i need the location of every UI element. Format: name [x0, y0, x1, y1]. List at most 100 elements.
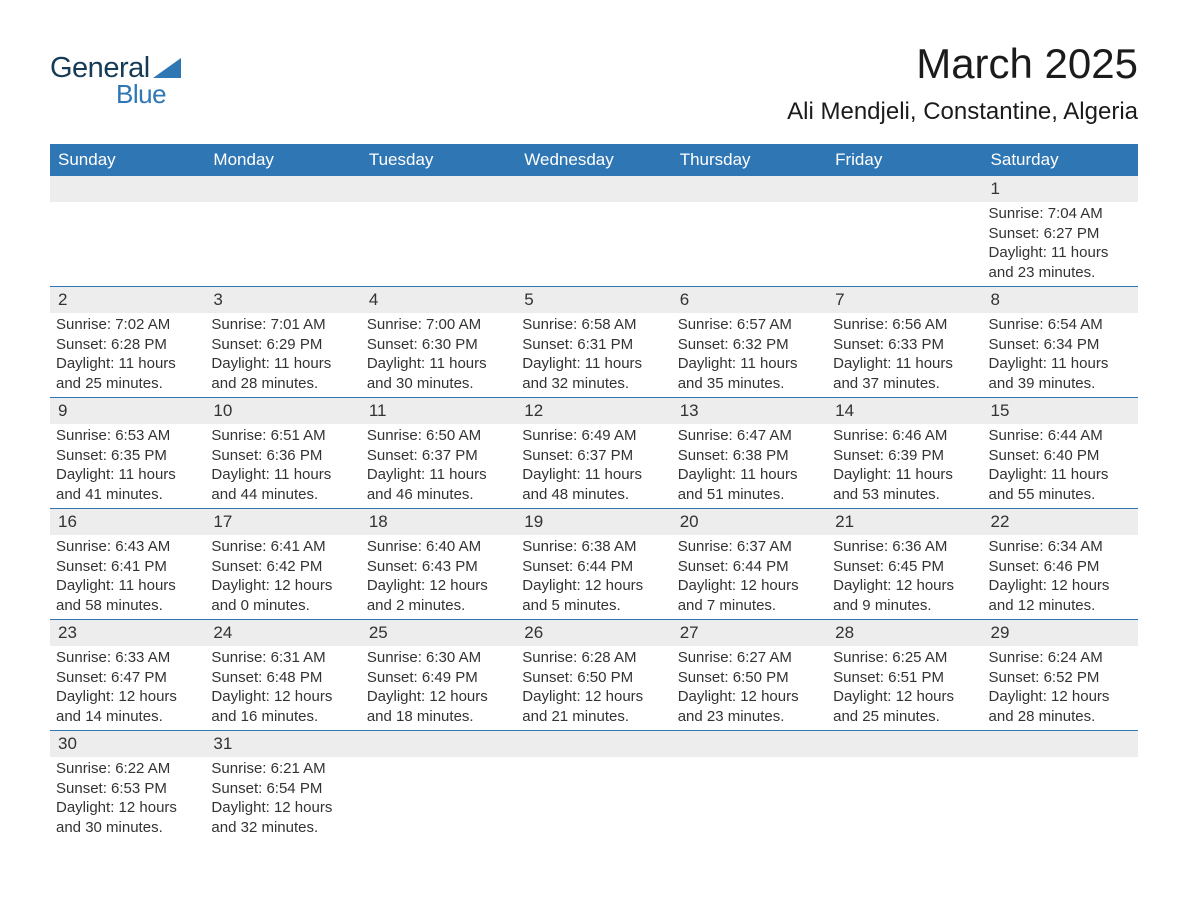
calendar-cell: 12Sunrise: 6:49 AMSunset: 6:37 PMDayligh…: [516, 398, 671, 509]
day-body: Sunrise: 6:46 AMSunset: 6:39 PMDaylight:…: [827, 424, 982, 508]
day-line: Daylight: 11 hours and 44 minutes.: [211, 465, 354, 504]
logo-text-blue: Blue: [116, 79, 181, 110]
day-line: Daylight: 11 hours and 37 minutes.: [833, 354, 976, 393]
day-line: Daylight: 11 hours and 48 minutes.: [522, 465, 665, 504]
calendar-cell: 7Sunrise: 6:56 AMSunset: 6:33 PMDaylight…: [827, 287, 982, 398]
day-number: 11: [361, 398, 516, 424]
day-number: 9: [50, 398, 205, 424]
calendar-cell: [672, 176, 827, 287]
day-line: Sunrise: 6:24 AM: [989, 648, 1132, 668]
day-line: Sunset: 6:54 PM: [211, 779, 354, 799]
day-line: Daylight: 12 hours and 7 minutes.: [678, 576, 821, 615]
calendar-cell: 25Sunrise: 6:30 AMSunset: 6:49 PMDayligh…: [361, 620, 516, 731]
calendar-cell: 11Sunrise: 6:50 AMSunset: 6:37 PMDayligh…: [361, 398, 516, 509]
day-line: Sunset: 6:27 PM: [989, 224, 1132, 244]
day-body: [983, 757, 1138, 837]
day-line: Sunset: 6:47 PM: [56, 668, 199, 688]
day-number: 14: [827, 398, 982, 424]
day-line: Sunrise: 6:51 AM: [211, 426, 354, 446]
day-line: Sunset: 6:49 PM: [367, 668, 510, 688]
day-line: Sunset: 6:31 PM: [522, 335, 665, 355]
calendar-cell: 4Sunrise: 7:00 AMSunset: 6:30 PMDaylight…: [361, 287, 516, 398]
day-number: [516, 731, 671, 757]
day-body: Sunrise: 6:56 AMSunset: 6:33 PMDaylight:…: [827, 313, 982, 397]
day-line: Sunset: 6:44 PM: [522, 557, 665, 577]
title-block: March 2025 Ali Mendjeli, Constantine, Al…: [787, 40, 1138, 126]
calendar-cell: [516, 731, 671, 842]
day-line: Sunrise: 6:31 AM: [211, 648, 354, 668]
day-number: 10: [205, 398, 360, 424]
col-tuesday: Tuesday: [361, 144, 516, 176]
day-number: 19: [516, 509, 671, 535]
day-number: 30: [50, 731, 205, 757]
calendar-cell: 27Sunrise: 6:27 AMSunset: 6:50 PMDayligh…: [672, 620, 827, 731]
day-body: Sunrise: 6:38 AMSunset: 6:44 PMDaylight:…: [516, 535, 671, 619]
day-line: Sunset: 6:52 PM: [989, 668, 1132, 688]
day-body: [205, 202, 360, 282]
day-body: Sunrise: 6:57 AMSunset: 6:32 PMDaylight:…: [672, 313, 827, 397]
calendar-cell: 17Sunrise: 6:41 AMSunset: 6:42 PMDayligh…: [205, 509, 360, 620]
day-line: Sunset: 6:37 PM: [522, 446, 665, 466]
day-line: Sunset: 6:34 PM: [989, 335, 1132, 355]
day-body: Sunrise: 6:54 AMSunset: 6:34 PMDaylight:…: [983, 313, 1138, 397]
day-line: Daylight: 12 hours and 12 minutes.: [989, 576, 1132, 615]
calendar-cell: 16Sunrise: 6:43 AMSunset: 6:41 PMDayligh…: [50, 509, 205, 620]
day-line: Daylight: 12 hours and 16 minutes.: [211, 687, 354, 726]
day-line: Sunrise: 6:36 AM: [833, 537, 976, 557]
day-body: [361, 202, 516, 282]
day-line: Daylight: 11 hours and 51 minutes.: [678, 465, 821, 504]
day-line: Daylight: 11 hours and 39 minutes.: [989, 354, 1132, 393]
calendar-cell: [983, 731, 1138, 842]
calendar-cell: [516, 176, 671, 287]
day-body: [672, 757, 827, 837]
day-line: Sunrise: 6:53 AM: [56, 426, 199, 446]
day-line: Sunrise: 6:27 AM: [678, 648, 821, 668]
day-body: Sunrise: 7:04 AMSunset: 6:27 PMDaylight:…: [983, 202, 1138, 286]
day-number: 16: [50, 509, 205, 535]
day-line: Sunset: 6:29 PM: [211, 335, 354, 355]
day-number: [361, 176, 516, 202]
calendar-table: Sunday Monday Tuesday Wednesday Thursday…: [50, 144, 1138, 841]
day-body: [516, 202, 671, 282]
day-line: Daylight: 11 hours and 35 minutes.: [678, 354, 821, 393]
day-number: [50, 176, 205, 202]
calendar-cell: 19Sunrise: 6:38 AMSunset: 6:44 PMDayligh…: [516, 509, 671, 620]
day-line: Sunrise: 6:46 AM: [833, 426, 976, 446]
day-number: 7: [827, 287, 982, 313]
calendar-cell: 1Sunrise: 7:04 AMSunset: 6:27 PMDaylight…: [983, 176, 1138, 287]
calendar-cell: 10Sunrise: 6:51 AMSunset: 6:36 PMDayligh…: [205, 398, 360, 509]
day-line: Sunrise: 6:40 AM: [367, 537, 510, 557]
day-number: 15: [983, 398, 1138, 424]
day-line: Daylight: 12 hours and 9 minutes.: [833, 576, 976, 615]
calendar-cell: 15Sunrise: 6:44 AMSunset: 6:40 PMDayligh…: [983, 398, 1138, 509]
day-line: Sunrise: 6:28 AM: [522, 648, 665, 668]
day-body: Sunrise: 6:49 AMSunset: 6:37 PMDaylight:…: [516, 424, 671, 508]
day-number: [827, 176, 982, 202]
day-line: Daylight: 12 hours and 28 minutes.: [989, 687, 1132, 726]
day-line: Sunset: 6:46 PM: [989, 557, 1132, 577]
day-line: Sunset: 6:41 PM: [56, 557, 199, 577]
location-text: Ali Mendjeli, Constantine, Algeria: [787, 98, 1138, 126]
day-line: Sunset: 6:43 PM: [367, 557, 510, 577]
day-line: Sunrise: 6:47 AM: [678, 426, 821, 446]
day-line: Sunrise: 6:41 AM: [211, 537, 354, 557]
calendar-week-row: 1Sunrise: 7:04 AMSunset: 6:27 PMDaylight…: [50, 176, 1138, 287]
day-line: Daylight: 12 hours and 2 minutes.: [367, 576, 510, 615]
day-line: Daylight: 11 hours and 46 minutes.: [367, 465, 510, 504]
day-line: Sunrise: 6:49 AM: [522, 426, 665, 446]
day-line: Sunrise: 6:56 AM: [833, 315, 976, 335]
day-body: Sunrise: 6:40 AMSunset: 6:43 PMDaylight:…: [361, 535, 516, 619]
day-line: Sunset: 6:48 PM: [211, 668, 354, 688]
day-line: Daylight: 11 hours and 23 minutes.: [989, 243, 1132, 282]
day-body: Sunrise: 6:31 AMSunset: 6:48 PMDaylight:…: [205, 646, 360, 730]
day-line: Daylight: 11 hours and 53 minutes.: [833, 465, 976, 504]
calendar-cell: [205, 176, 360, 287]
day-number: 29: [983, 620, 1138, 646]
calendar-cell: 30Sunrise: 6:22 AMSunset: 6:53 PMDayligh…: [50, 731, 205, 842]
day-line: Sunset: 6:35 PM: [56, 446, 199, 466]
day-body: Sunrise: 6:21 AMSunset: 6:54 PMDaylight:…: [205, 757, 360, 841]
day-body: Sunrise: 6:44 AMSunset: 6:40 PMDaylight:…: [983, 424, 1138, 508]
day-body: Sunrise: 6:34 AMSunset: 6:46 PMDaylight:…: [983, 535, 1138, 619]
calendar-cell: 21Sunrise: 6:36 AMSunset: 6:45 PMDayligh…: [827, 509, 982, 620]
day-line: Sunset: 6:50 PM: [522, 668, 665, 688]
